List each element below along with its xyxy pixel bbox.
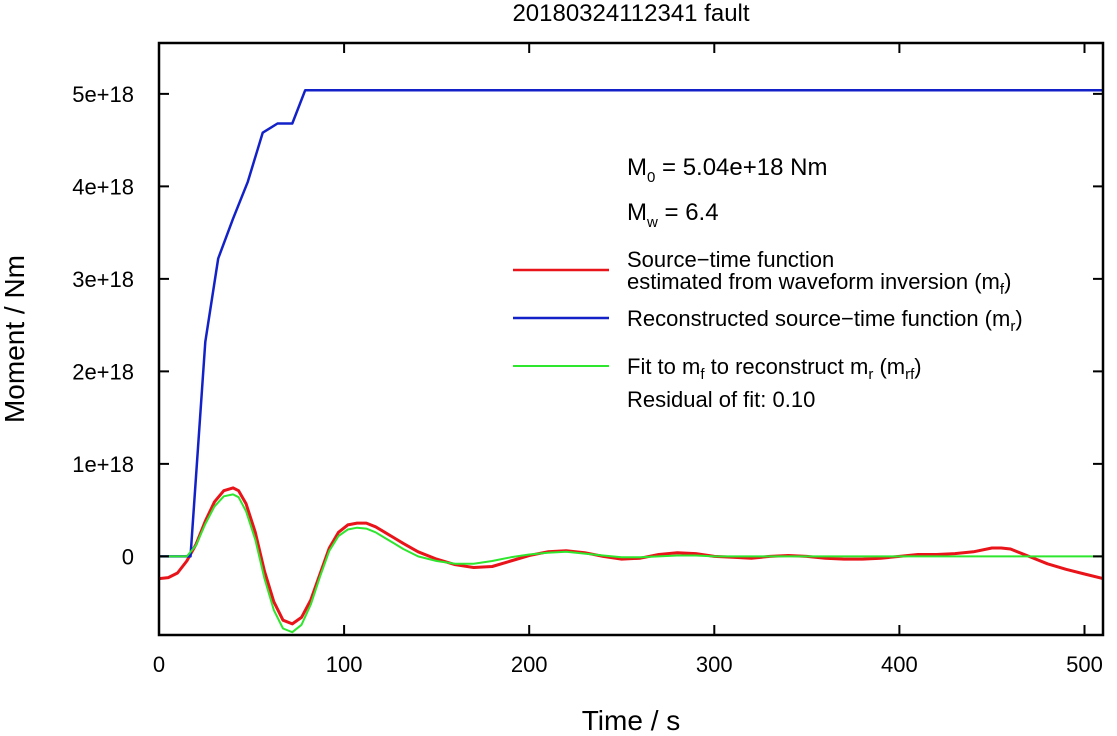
legend-entry-red-line1: Source−time function — [627, 247, 834, 272]
y-tick-label: 0 — [122, 544, 134, 569]
ticks-group: 0 100 200 300 400 500 0 1e+18 2e+18 3e+18 4e+18 5e+… — [72, 43, 1103, 677]
seismic-moment-annotation: M0 = 5.04e+18 Nm — [627, 154, 827, 186]
x-tick-label: 300 — [696, 652, 733, 677]
residual-annotation: Residual of fit: 0.10 — [627, 387, 815, 412]
y-tick-label: 3e+18 — [72, 267, 134, 292]
x-tick-label: 400 — [881, 652, 918, 677]
series-group — [159, 88, 1103, 634]
moment-magnitude-annotation: Mw = 6.4 — [627, 199, 719, 231]
x-tick-label: 0 — [153, 652, 165, 677]
legend: Source−time function estimated from wave… — [513, 247, 1023, 412]
y-tick-label: 5e+18 — [72, 82, 134, 107]
series-line-1 — [159, 88, 1103, 558]
x-axis-label: Time / s — [582, 705, 681, 736]
y-tick-label: 2e+18 — [72, 359, 134, 384]
x-tick-label: 200 — [511, 652, 548, 677]
series-line-0 — [159, 486, 1103, 626]
x-tick-label: 500 — [1066, 652, 1103, 677]
y-axis-label: Moment / Nm — [0, 255, 30, 423]
y-tick-label: 4e+18 — [72, 174, 134, 199]
legend-entry-green: Fit to mf to reconstruct mr (mrf) — [627, 354, 922, 383]
plot-frame — [157, 41, 1105, 637]
legend-entry-blue: Reconstructed source−time function (mr) — [627, 306, 1023, 335]
legend-entry-red-line2: estimated from waveform inversion (mf) — [627, 269, 1011, 298]
chart-title: 20180324112341 fault — [512, 0, 749, 27]
series-line-2 — [159, 493, 1103, 634]
y-tick-label: 1e+18 — [72, 452, 134, 477]
x-tick-label: 100 — [326, 652, 363, 677]
